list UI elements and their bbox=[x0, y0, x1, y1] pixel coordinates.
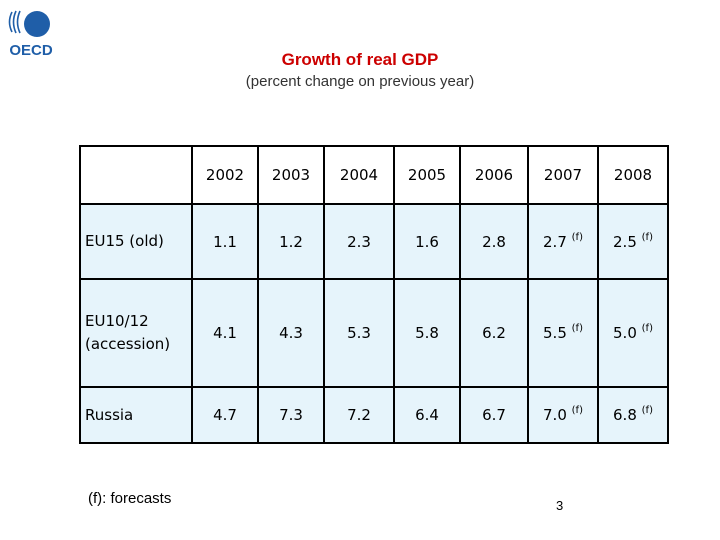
row-label: EU15 (old) bbox=[79, 203, 193, 280]
table-cell: 6.2 bbox=[459, 278, 529, 388]
oecd-logo: OECD bbox=[6, 8, 58, 58]
table-cell: 7.3 bbox=[257, 386, 325, 444]
forecast-flag: (f) bbox=[641, 231, 653, 243]
table-cell: 7.2 bbox=[323, 386, 395, 444]
svg-text:OECD: OECD bbox=[9, 42, 53, 58]
table-cell: 6.4 bbox=[393, 386, 461, 444]
table-cell: 1.1 bbox=[191, 203, 259, 280]
row-label: EU10/12 (accession) bbox=[79, 278, 193, 388]
page-number: 3 bbox=[556, 498, 564, 513]
row-label: Russia bbox=[79, 386, 193, 444]
table-cell: 2.3 bbox=[323, 203, 395, 280]
table-cell: 5.3 bbox=[323, 278, 395, 388]
table-row: EU10/12 (accession) 4.1 4.3 5.3 5.8 6.2 … bbox=[79, 278, 669, 388]
table-cell: 6.7 bbox=[459, 386, 529, 444]
table-cell: 5.5 (f) bbox=[527, 278, 599, 388]
table-cell: 7.0 (f) bbox=[527, 386, 599, 444]
table-row: EU15 (old) 1.1 1.2 2.3 1.6 2.8 2.7 (f) 2… bbox=[79, 203, 669, 280]
slide-title: Growth of real GDP bbox=[281, 50, 439, 69]
slide-subtitle: (percent change on previous year) bbox=[245, 73, 475, 90]
table-cell: 4.3 bbox=[257, 278, 325, 388]
table-cell: 2.5 (f) bbox=[597, 203, 669, 280]
forecast-flag: (f) bbox=[571, 323, 583, 334]
table-cell: 1.2 bbox=[257, 203, 325, 280]
table-cell: 2.8 bbox=[459, 203, 529, 280]
oecd-logo-icon: OECD bbox=[8, 10, 53, 58]
gdp-growth-table: 2002 2003 2004 2005 2006 2007 2008 EU15 … bbox=[79, 145, 669, 444]
table-cell: 4.1 bbox=[191, 278, 259, 388]
year-header: 2004 bbox=[323, 145, 395, 205]
table-cell: 4.7 bbox=[191, 386, 259, 444]
year-header: 2003 bbox=[257, 145, 325, 205]
table-corner-cell bbox=[79, 145, 193, 205]
year-header: 2007 bbox=[527, 145, 599, 205]
forecast-flag: (f) bbox=[641, 323, 653, 334]
forecast-flag: (f) bbox=[571, 405, 583, 416]
year-header: 2002 bbox=[191, 145, 259, 205]
table-row: Russia 4.7 7.3 7.2 6.4 6.7 7.0 (f) 6.8 (… bbox=[79, 386, 669, 444]
table-cell: 6.8 (f) bbox=[597, 386, 669, 444]
year-header: 2008 bbox=[597, 145, 669, 205]
table-cell: 1.6 bbox=[393, 203, 461, 280]
table-header-row: 2002 2003 2004 2005 2006 2007 2008 bbox=[79, 145, 669, 205]
forecast-footnote: (f): forecasts bbox=[88, 490, 172, 507]
table-cell: 5.0 (f) bbox=[597, 278, 669, 388]
forecast-flag: (f) bbox=[571, 231, 583, 243]
table-cell: 5.8 bbox=[393, 278, 461, 388]
forecast-flag: (f) bbox=[641, 405, 653, 416]
table-cell: 2.7 (f) bbox=[527, 203, 599, 280]
year-header: 2006 bbox=[459, 145, 529, 205]
year-header: 2005 bbox=[393, 145, 461, 205]
